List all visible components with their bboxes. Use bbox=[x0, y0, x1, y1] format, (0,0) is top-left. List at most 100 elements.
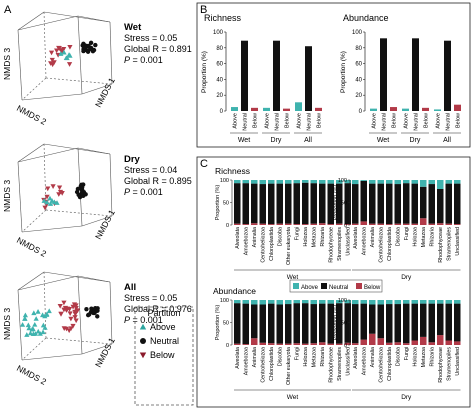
chart-title-abundance: Abundance bbox=[213, 286, 256, 296]
bar-segment-neutral bbox=[310, 183, 317, 224]
bar-neutral bbox=[273, 40, 280, 111]
cube-edge bbox=[17, 275, 79, 291]
bar-segment-above bbox=[344, 180, 351, 184]
bar-segment-below bbox=[319, 223, 326, 225]
bar-segment-below bbox=[360, 221, 367, 225]
point-below bbox=[57, 303, 63, 309]
y-tick-label: 80 bbox=[216, 46, 223, 52]
bar-segment-below bbox=[259, 223, 266, 225]
bar-segment-neutral bbox=[242, 183, 249, 225]
point-below bbox=[50, 184, 56, 189]
bar-segment-neutral bbox=[344, 183, 351, 225]
bar-segment-below bbox=[319, 342, 326, 345]
point-above bbox=[47, 201, 54, 206]
stack-legend-frame bbox=[289, 279, 383, 293]
bar-segment-below bbox=[352, 223, 359, 225]
x-tick-label: Rhodophyceae bbox=[438, 347, 444, 383]
bar-segment-above bbox=[394, 300, 401, 305]
point-below bbox=[61, 307, 67, 313]
nmds-title: All bbox=[124, 282, 136, 293]
bar-segment-neutral bbox=[310, 304, 317, 344]
point-below bbox=[73, 318, 79, 324]
y-tick-label: 100 bbox=[220, 298, 229, 304]
point-above bbox=[30, 326, 36, 331]
bar-segment-above bbox=[454, 300, 461, 304]
x-tick-label: Holozoa bbox=[303, 347, 309, 366]
y-tick-label: 50 bbox=[223, 321, 229, 327]
x-tick-label: Discoba bbox=[278, 227, 284, 246]
bar-segment-below bbox=[360, 339, 367, 345]
x-tick-label: Centroheliozoa bbox=[379, 227, 385, 263]
bar-segment-below bbox=[310, 223, 317, 225]
x-tick-label: Alveolata bbox=[235, 227, 241, 249]
x-tick-label: Amoebozoa bbox=[244, 347, 250, 375]
x-tick-label: Metazoa bbox=[312, 347, 318, 367]
y-tick-label: 0 bbox=[220, 109, 224, 115]
x-tick-label: Chloroplastida bbox=[269, 347, 275, 381]
y-tick-label: 50 bbox=[341, 321, 347, 327]
bar-segment-below bbox=[285, 223, 292, 225]
panel-label-a: A bbox=[4, 4, 12, 16]
nmds-stress: Stress = 0.04 bbox=[124, 165, 177, 175]
bar-segment-below bbox=[352, 343, 359, 345]
bar-segment-below bbox=[428, 223, 435, 225]
cube-edge bbox=[21, 337, 47, 361]
y-tick-label: 50 bbox=[341, 201, 347, 207]
point-below bbox=[56, 192, 62, 197]
group-label: Wet bbox=[287, 394, 299, 401]
bar-segment-neutral bbox=[360, 180, 367, 222]
nmds-global-r: Global R = 0.895 bbox=[124, 176, 192, 186]
cube-edge bbox=[43, 143, 111, 155]
x-tick-label: Above bbox=[233, 113, 239, 129]
bar-segment-neutral bbox=[352, 184, 359, 224]
x-tick-label: Chloroplastida bbox=[387, 227, 393, 261]
bar-segment-above bbox=[377, 180, 384, 184]
legend-label: Neutral bbox=[150, 336, 179, 346]
bar-segment-neutral bbox=[327, 183, 334, 225]
group-label: Wet bbox=[238, 137, 250, 144]
point-below bbox=[66, 307, 73, 312]
point-above bbox=[40, 329, 46, 335]
point-below bbox=[48, 61, 54, 66]
bar-segment-above bbox=[268, 300, 275, 304]
bar-segment-below bbox=[437, 223, 444, 225]
point-below bbox=[61, 326, 67, 331]
bar-segment-neutral bbox=[319, 183, 326, 224]
nmds-p-value: P = 0.001 bbox=[124, 187, 163, 197]
x-tick-label: Chloroplastida bbox=[387, 347, 393, 381]
p-symbol: P bbox=[124, 187, 130, 197]
legend-label: Below bbox=[150, 350, 175, 360]
bar-segment-above bbox=[319, 300, 326, 304]
legend-item-above: Above bbox=[139, 322, 176, 332]
cube-edge bbox=[43, 271, 47, 339]
bar-segment-neutral bbox=[437, 189, 444, 224]
nmds-global-r: Global R = 0.976 bbox=[124, 304, 192, 314]
nmds-stress: Stress = 0.05 bbox=[124, 293, 177, 303]
bar-segment-neutral bbox=[437, 303, 444, 336]
axis-label-nmds3: NMDS 3 bbox=[2, 48, 12, 80]
x-tick-label: Above bbox=[436, 113, 442, 129]
bar-segment-below bbox=[394, 223, 401, 225]
cube-edge bbox=[109, 153, 113, 217]
bar-segment-above bbox=[234, 300, 241, 304]
x-tick-label: Below bbox=[392, 113, 398, 128]
bar-segment-below bbox=[454, 341, 461, 345]
point-above bbox=[26, 325, 32, 331]
chart-b-abundance: Abundance Proportion (%) 0 20 40 60 80 100 Above… bbox=[340, 13, 462, 144]
axis-label-nmds3: NMDS 3 bbox=[2, 308, 12, 340]
cube-edge bbox=[77, 275, 83, 355]
bar-segment-above bbox=[411, 180, 418, 184]
legend-marker bbox=[139, 352, 147, 359]
bar-above bbox=[402, 108, 409, 111]
y-tick-label: 100 bbox=[220, 178, 229, 184]
bar-segment-above bbox=[336, 300, 343, 304]
bar-neutral bbox=[412, 38, 419, 111]
cube-edge bbox=[43, 11, 47, 79]
bar-segment-above bbox=[420, 180, 427, 187]
bar-segment-below bbox=[268, 224, 275, 225]
bar-segment-neutral bbox=[251, 183, 258, 224]
x-tick-label: Below bbox=[285, 113, 291, 128]
legend-marker bbox=[140, 338, 146, 344]
